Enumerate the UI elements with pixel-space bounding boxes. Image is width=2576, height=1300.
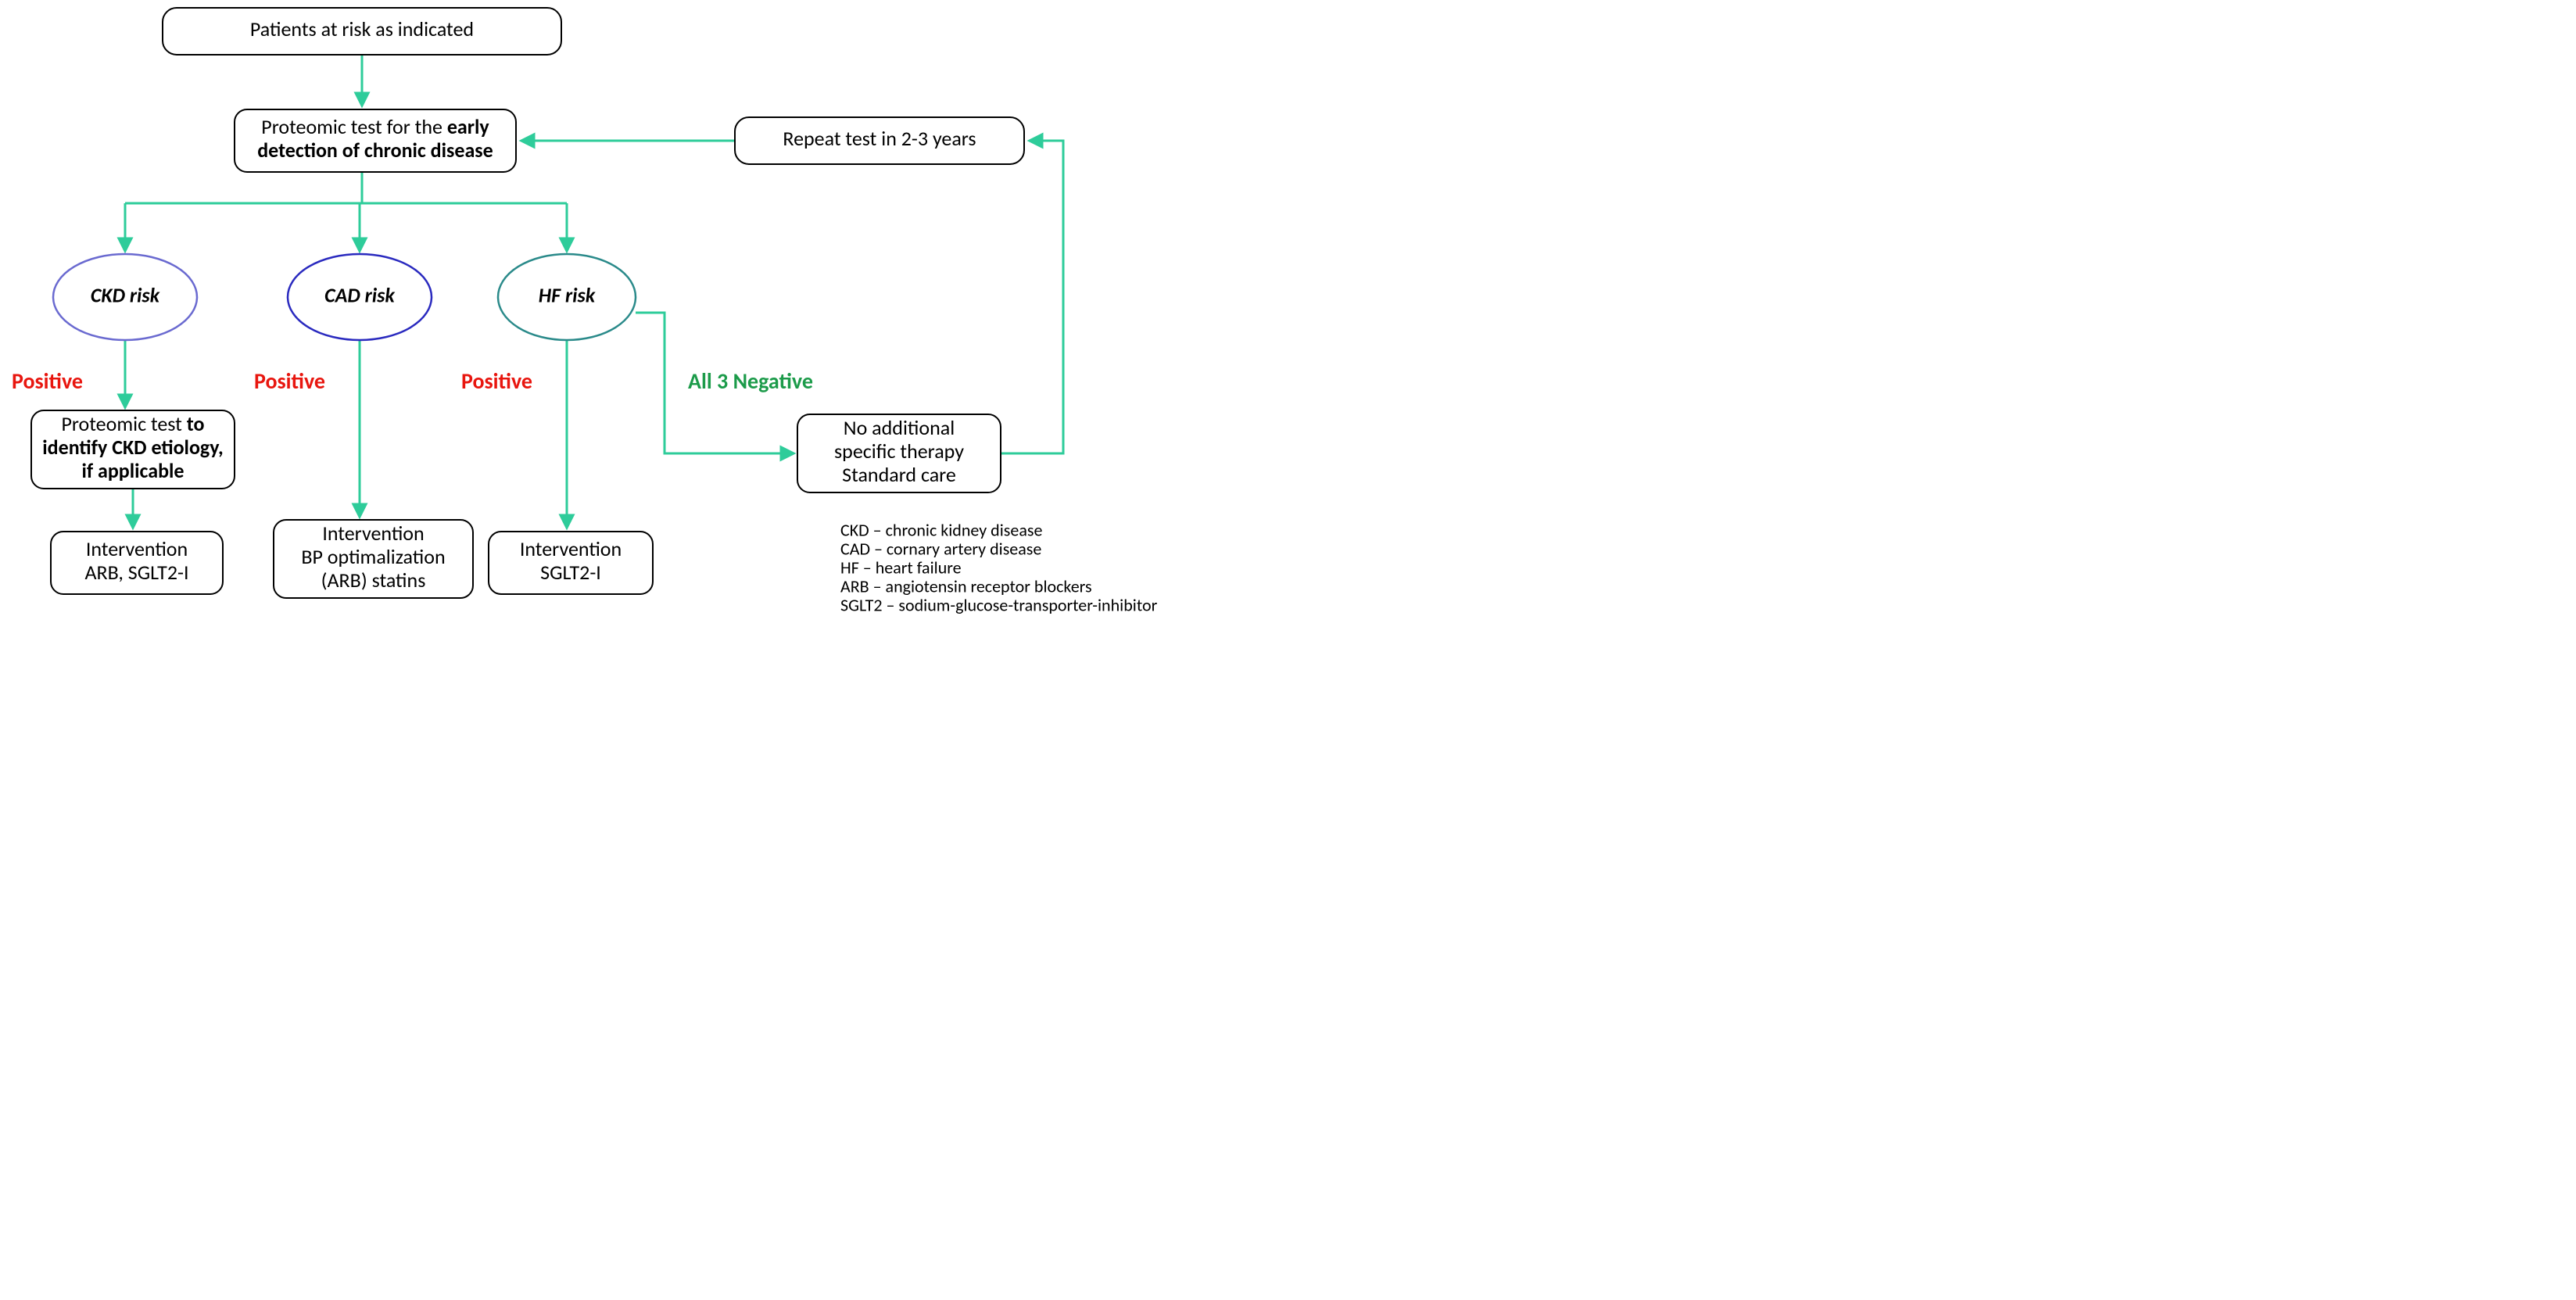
nodes.nocare-line-0: No additional — [844, 415, 955, 440]
nodes.nocare-line-1: specific therapy — [834, 439, 964, 464]
node-cad-label: CAD risk — [324, 282, 395, 307]
node-ckd-label: CKD risk — [91, 282, 160, 307]
nodes.etio-line-2: if applicable — [82, 458, 185, 483]
legend-item-3: ARB – angiotensin receptor blockers — [840, 575, 1092, 596]
nodes.intv_hf-line-0: Intervention — [520, 536, 622, 561]
nodes.repeat-line-0: Repeat test in 2-3 years — [783, 126, 976, 151]
nodes.intv_ckd-line-1: ARB, SGLT2-I — [84, 560, 188, 585]
nodes.n2-line-0: Proteomic test for the early — [261, 114, 489, 139]
nodes.etio-line-0: Proteomic test to — [61, 411, 204, 436]
nodes.n1-line-0: Patients at risk as indicated — [250, 16, 474, 41]
label-pos3: Positive — [461, 367, 532, 395]
nodes.intv_hf-line-1: SGLT2-I — [540, 560, 601, 585]
nodes.intv_cad-line-2: (ARB) statins — [321, 568, 426, 593]
labels-layer: Positive Positive Positive All 3 Negative — [12, 367, 813, 395]
edge-e_care_repeat — [1001, 141, 1063, 453]
legend-item-0: CKD – chronic kidney disease — [840, 519, 1042, 540]
legend-item-2: HF – heart failure — [840, 557, 962, 578]
nodes.intv_cad-line-0: Intervention — [322, 521, 424, 546]
label-neg: All 3 Negative — [688, 367, 813, 395]
nodes.intv_cad-line-1: BP optimalization — [301, 544, 445, 569]
node-hf-label: HF risk — [539, 282, 596, 307]
nodes.nocare-line-2: Standard care — [842, 462, 956, 487]
legend-item-1: CAD – cornary artery disease — [840, 538, 1041, 559]
nodes.etio-line-1: identify CKD etiology, — [42, 435, 223, 460]
label-pos1: Positive — [12, 367, 83, 395]
nodes.n2-line-1: detection of chronic disease — [257, 138, 493, 163]
edge-e_hf_neg — [636, 313, 665, 372]
nodes-layer: Patients at risk as indicated Proteomic t… — [31, 8, 1024, 598]
legend-item-5: BP – blood pressure — [840, 613, 980, 616]
legend-layer: CKD – chronic kidney diseaseCAD – cornar… — [840, 519, 1158, 616]
label-pos2: Positive — [254, 367, 325, 395]
legend-item-4: SGLT2 – sodium-glucose-transporter-inhib… — [840, 594, 1158, 615]
flowchart-canvas: Patients at risk as indicated Proteomic t… — [0, 0, 1221, 616]
nodes.intv_ckd-line-0: Intervention — [86, 536, 188, 561]
